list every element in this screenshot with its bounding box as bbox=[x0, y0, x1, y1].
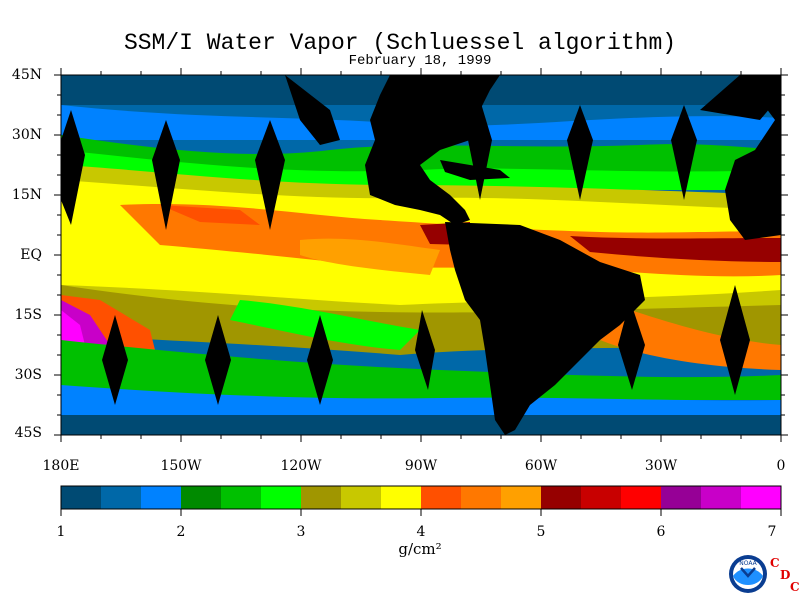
moisture-patch bbox=[230, 300, 420, 350]
swath-gap bbox=[720, 285, 750, 395]
noaa-logo-bird bbox=[740, 567, 756, 578]
y-tick-label: 15S bbox=[14, 307, 42, 323]
colorbar-tick-label: 3 bbox=[296, 524, 306, 540]
colorbar-swatch bbox=[621, 486, 662, 509]
colorbar-tick-label: 7 bbox=[767, 524, 777, 540]
colorbar-swatch bbox=[101, 486, 142, 509]
map-subtitle: February 18, 1999 bbox=[348, 53, 492, 69]
moisture-band bbox=[61, 105, 781, 140]
colorbar-swatch bbox=[661, 486, 702, 509]
colorbar-swatch bbox=[181, 486, 222, 509]
colorbar-swatch bbox=[701, 486, 742, 509]
swath-gap bbox=[205, 315, 231, 405]
colorbar-tick-label: 5 bbox=[536, 524, 546, 540]
x-tick-label: 60W bbox=[524, 458, 558, 474]
colorbar-swatch bbox=[301, 486, 342, 509]
colorbar-tick-label: 4 bbox=[416, 524, 426, 540]
moisture-peak bbox=[570, 236, 781, 262]
colorbar-swatch bbox=[141, 486, 182, 509]
colorbar-swatch bbox=[341, 486, 382, 509]
moisture-band bbox=[61, 340, 781, 400]
y-tick-label: 30N bbox=[11, 127, 42, 143]
land-europe bbox=[700, 75, 781, 120]
colorbar-swatch bbox=[421, 486, 462, 509]
colorbar-tick-label: 1 bbox=[56, 524, 66, 540]
dry-band-south bbox=[61, 415, 781, 435]
y-tick-label: 45S bbox=[14, 425, 42, 441]
swath-gap bbox=[102, 315, 128, 405]
swath-gap bbox=[415, 310, 435, 390]
colorbar bbox=[60, 485, 782, 516]
swath-gap bbox=[255, 120, 285, 230]
map-title: SSM/I Water Vapor (Schluessel algorithm) bbox=[123, 30, 677, 56]
colorbar-swatch bbox=[461, 486, 502, 509]
x-tick-label: 180E bbox=[42, 458, 80, 474]
colorbar-swatch bbox=[541, 486, 582, 509]
x-tick-label: 90W bbox=[404, 458, 438, 474]
x-tick-label: 150W bbox=[160, 458, 202, 474]
colorbar-swatch bbox=[741, 486, 782, 509]
water-vapor-field bbox=[61, 75, 781, 435]
moisture-peak bbox=[61, 310, 85, 345]
cdc-letter: C bbox=[770, 556, 780, 570]
colorbar-swatch bbox=[581, 486, 622, 509]
land-north-america-west bbox=[285, 75, 340, 145]
swath-gap bbox=[618, 300, 645, 390]
y-tick-label: EQ bbox=[20, 247, 42, 263]
cdc-letter: D bbox=[780, 568, 791, 582]
cdc-letter: C bbox=[790, 580, 800, 594]
cdc-credit: C D C bbox=[768, 556, 800, 596]
colorbar-swatch bbox=[501, 486, 542, 509]
y-tick-label: 15N bbox=[11, 187, 42, 203]
y-tick-label: 45N bbox=[11, 67, 42, 83]
colorbar-swatch bbox=[381, 486, 422, 509]
moisture-patch bbox=[300, 238, 440, 275]
colorbar-swatch bbox=[221, 486, 262, 509]
map-ticks bbox=[54, 68, 788, 442]
swath-gap bbox=[61, 110, 85, 225]
x-tick-label: 120W bbox=[280, 458, 322, 474]
x-tick-label: 0 bbox=[776, 458, 786, 474]
colorbar-tick-label: 2 bbox=[176, 524, 186, 540]
swath-gap bbox=[567, 105, 593, 200]
x-tick-label: 30W bbox=[644, 458, 678, 474]
noaa-logo-text: NOAA bbox=[739, 560, 757, 567]
y-tick-label: 30S bbox=[14, 367, 42, 383]
swath-gap bbox=[468, 100, 492, 200]
moisture-patch bbox=[160, 205, 260, 225]
land-north-america bbox=[285, 75, 500, 225]
land-south-america bbox=[445, 222, 645, 435]
colorbar-tick-label: 6 bbox=[656, 524, 666, 540]
swath-gap bbox=[307, 315, 333, 405]
swath-gap bbox=[152, 120, 180, 230]
noaa-logo: NOAA bbox=[729, 555, 767, 593]
moisture-band bbox=[61, 385, 781, 420]
colorbar-unit-label: g/cm² bbox=[398, 540, 442, 558]
swath-gap bbox=[671, 105, 697, 200]
colorbar-swatch bbox=[61, 486, 102, 509]
land-africa bbox=[725, 75, 781, 240]
colorbar-swatch bbox=[261, 486, 302, 509]
